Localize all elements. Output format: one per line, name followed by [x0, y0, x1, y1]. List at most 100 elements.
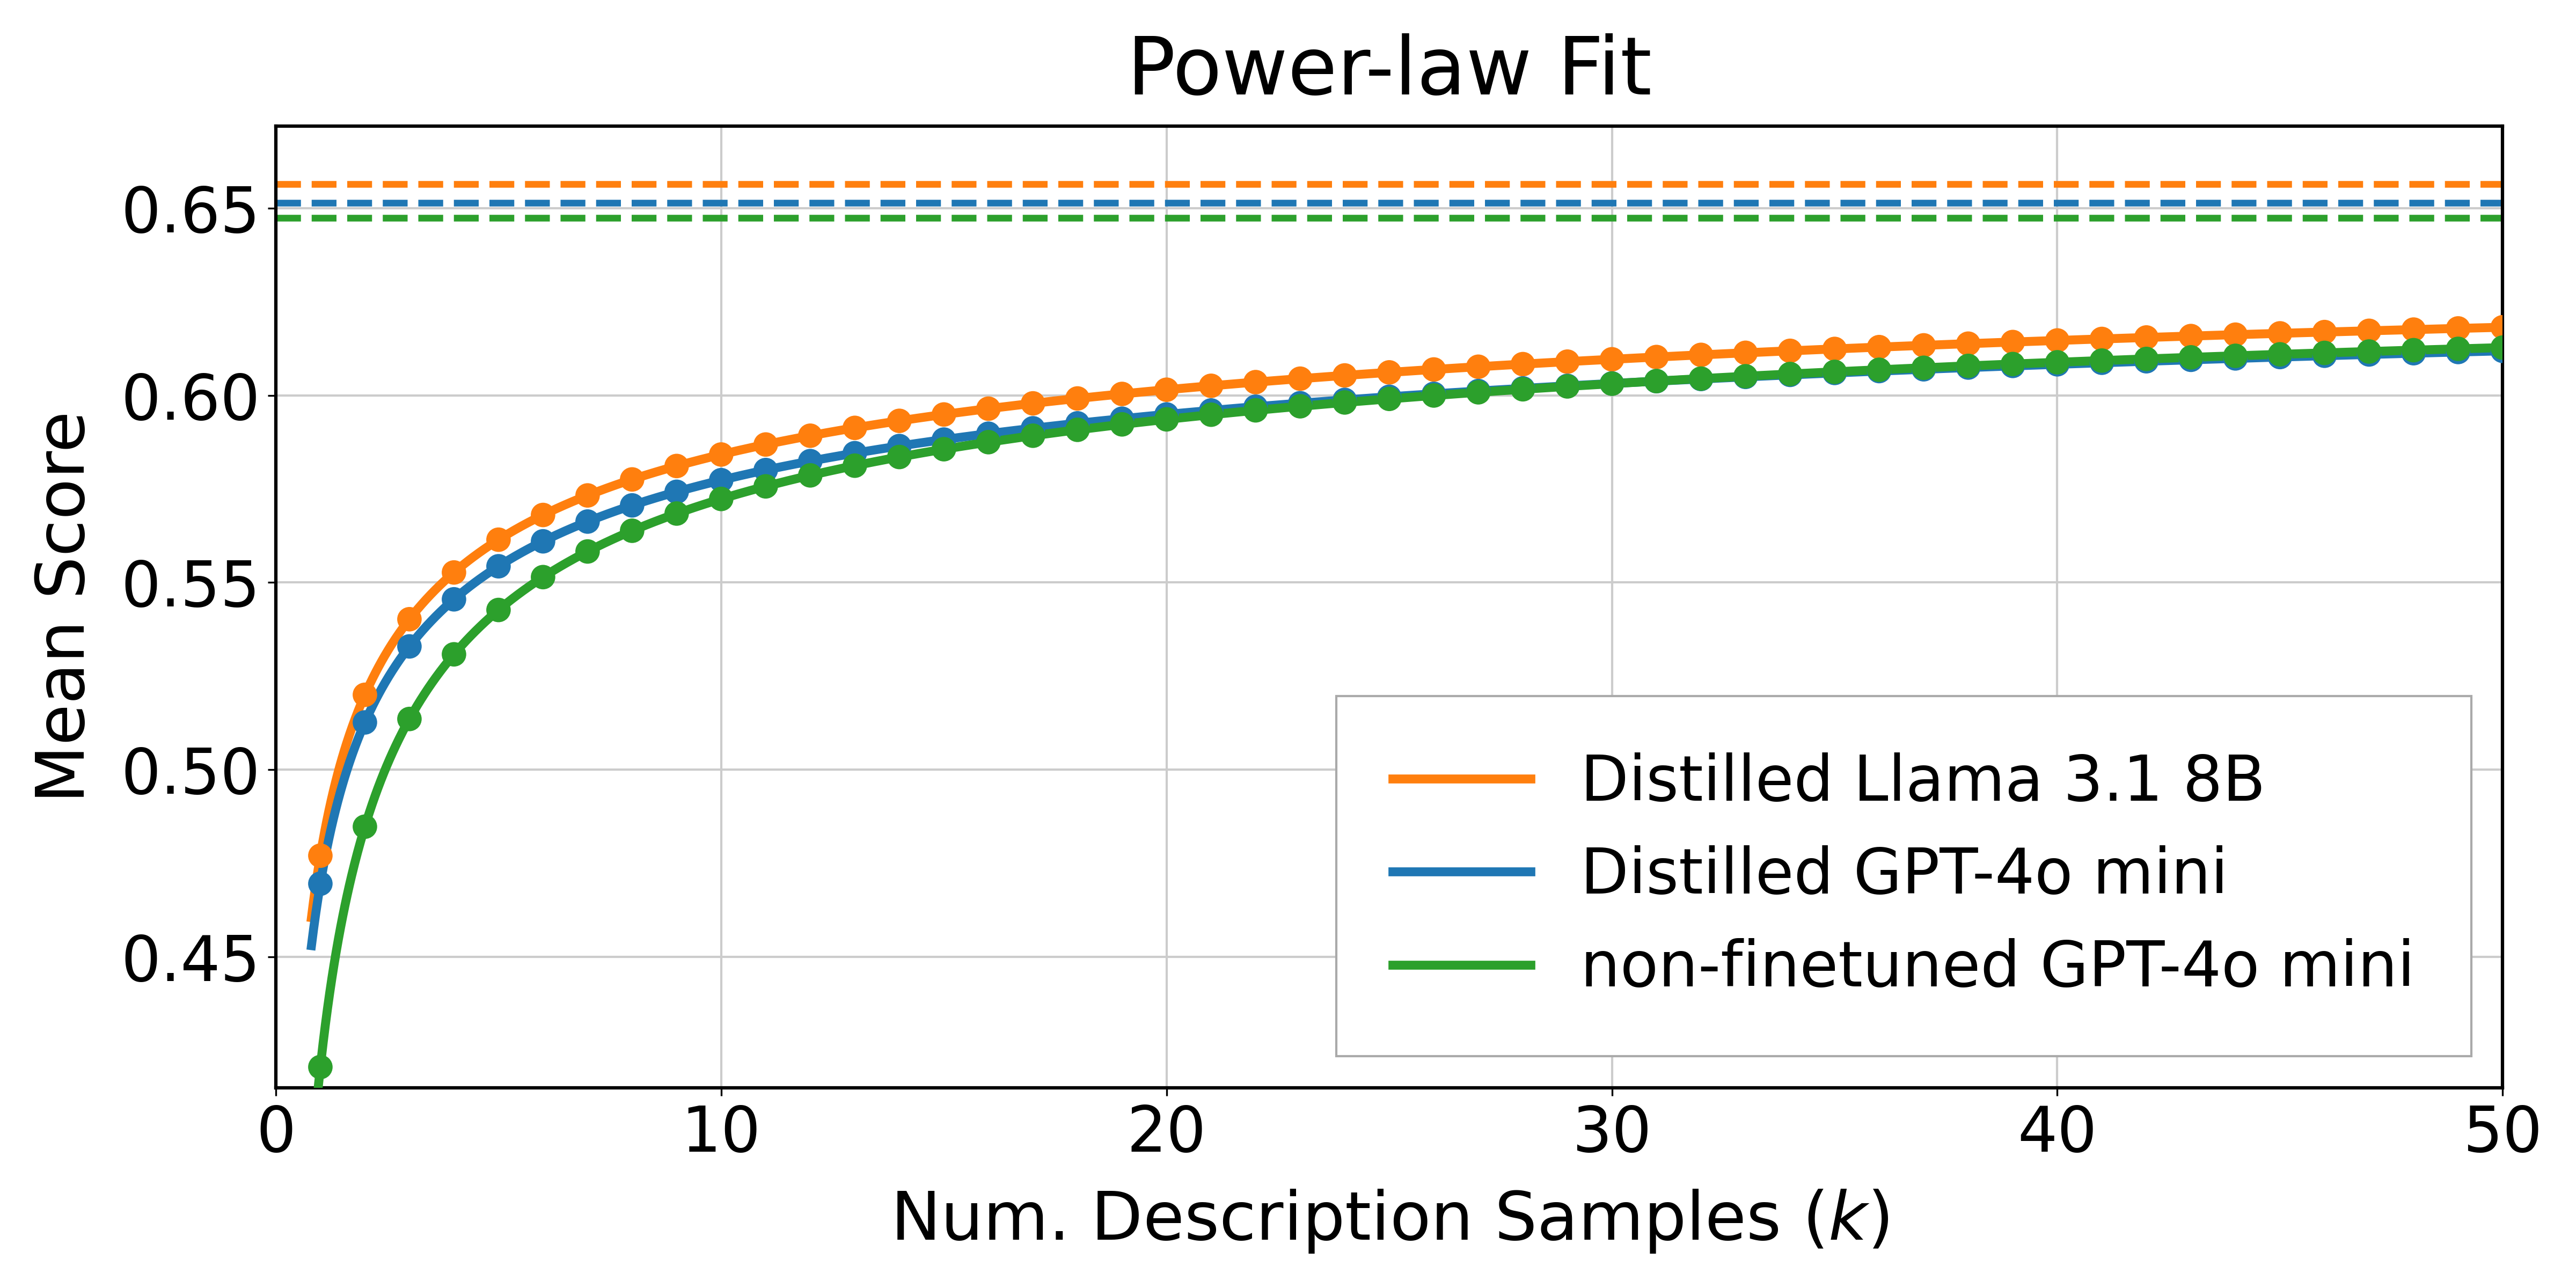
Point	[922, 404, 963, 425]
Point	[1857, 336, 1899, 357]
Point	[791, 451, 832, 471]
Point	[1502, 354, 1543, 375]
Point	[922, 439, 963, 460]
Point	[523, 567, 564, 587]
Point	[2125, 349, 2166, 370]
non-finetuned GPT-4o mini	[296, 1155, 327, 1171]
Point	[2393, 343, 2434, 363]
Point	[878, 411, 920, 431]
Point	[1324, 392, 1365, 412]
non-finetuned GPT-4o mini	[1136, 413, 1167, 429]
Point	[1770, 365, 1811, 385]
Distilled GPT-4o mini	[1136, 408, 1167, 424]
Point	[1592, 374, 1633, 394]
Point	[969, 431, 1010, 452]
Point	[389, 636, 430, 657]
Point	[611, 520, 652, 541]
Point	[1546, 376, 1587, 397]
Point	[1280, 395, 1321, 416]
Point	[2483, 337, 2524, 358]
Point	[701, 470, 742, 491]
Point	[1502, 379, 1543, 399]
non-finetuned GPT-4o mini	[675, 501, 706, 516]
Point	[1546, 352, 1587, 372]
Distilled GPT-4o mini	[675, 480, 706, 496]
Point	[611, 495, 652, 515]
Point	[2038, 354, 2079, 375]
Point	[1857, 359, 1899, 380]
Point	[1502, 379, 1543, 399]
Point	[1636, 346, 1677, 367]
Distilled GPT-4o mini	[546, 526, 577, 541]
Point	[523, 531, 564, 551]
Point	[969, 424, 1010, 444]
Point	[2303, 343, 2344, 363]
Point	[1947, 355, 1989, 376]
Point	[2303, 322, 2344, 343]
Point	[1770, 340, 1811, 361]
Line: Distilled Llama 3.1 8B: Distilled Llama 3.1 8B	[312, 327, 2504, 917]
Point	[2172, 349, 2213, 370]
Point	[2081, 353, 2123, 374]
Point	[1146, 404, 1188, 425]
X-axis label: Num. Description Samples ($k$): Num. Description Samples ($k$)	[891, 1188, 1888, 1255]
Point	[1190, 376, 1231, 397]
Point	[2038, 352, 2079, 372]
Point	[1904, 358, 1945, 379]
Point	[1280, 393, 1321, 413]
Distilled Llama 3.1 8B	[2445, 321, 2476, 336]
Point	[1146, 380, 1188, 401]
Point	[479, 556, 520, 577]
Point	[2259, 344, 2300, 365]
Point	[1103, 408, 1144, 429]
Point	[1234, 401, 1275, 421]
Point	[1368, 362, 1409, 383]
Point	[479, 600, 520, 621]
Distilled GPT-4o mini	[1231, 399, 1262, 415]
Point	[2259, 323, 2300, 344]
Point	[2038, 330, 2079, 350]
Point	[567, 486, 608, 506]
Point	[1414, 385, 1455, 406]
Point	[2215, 345, 2257, 366]
Point	[523, 505, 564, 526]
Point	[1592, 349, 1633, 370]
Point	[1947, 357, 1989, 377]
Point	[433, 589, 474, 609]
non-finetuned GPT-4o mini	[2208, 349, 2239, 365]
Point	[2349, 321, 2391, 341]
Line: Distilled GPT-4o mini: Distilled GPT-4o mini	[312, 350, 2504, 945]
Point	[2349, 341, 2391, 362]
Point	[1414, 359, 1455, 380]
Point	[1190, 401, 1231, 421]
Point	[701, 488, 742, 509]
Point	[1368, 386, 1409, 407]
Point	[299, 845, 340, 866]
Point	[1991, 354, 2032, 375]
non-finetuned GPT-4o mini	[1231, 403, 1262, 419]
Point	[1012, 419, 1054, 439]
Point	[2437, 339, 2478, 359]
Point	[433, 562, 474, 582]
Point	[2393, 340, 2434, 361]
Point	[345, 684, 386, 705]
Distilled GPT-4o mini	[2445, 344, 2476, 359]
Distilled Llama 3.1 8B	[1136, 384, 1167, 399]
Distilled Llama 3.1 8B	[675, 455, 706, 470]
Point	[1458, 357, 1499, 377]
Point	[744, 477, 786, 497]
non-finetuned GPT-4o mini	[2445, 341, 2476, 357]
Point	[611, 469, 652, 489]
Point	[1592, 374, 1633, 394]
Legend: Distilled Llama 3.1 8B, Distilled GPT-4o mini, non-finetuned GPT-4o mini: Distilled Llama 3.1 8B, Distilled GPT-4o…	[1337, 696, 2470, 1056]
Point	[835, 456, 876, 477]
Point	[1991, 355, 2032, 376]
Point	[1368, 389, 1409, 410]
Point	[701, 444, 742, 465]
Point	[1636, 371, 1677, 392]
Title: Power-law Fit: Power-law Fit	[1126, 33, 1651, 111]
Point	[2172, 346, 2213, 367]
Point	[878, 447, 920, 468]
Point	[479, 529, 520, 550]
Distilled Llama 3.1 8B	[2208, 327, 2239, 343]
